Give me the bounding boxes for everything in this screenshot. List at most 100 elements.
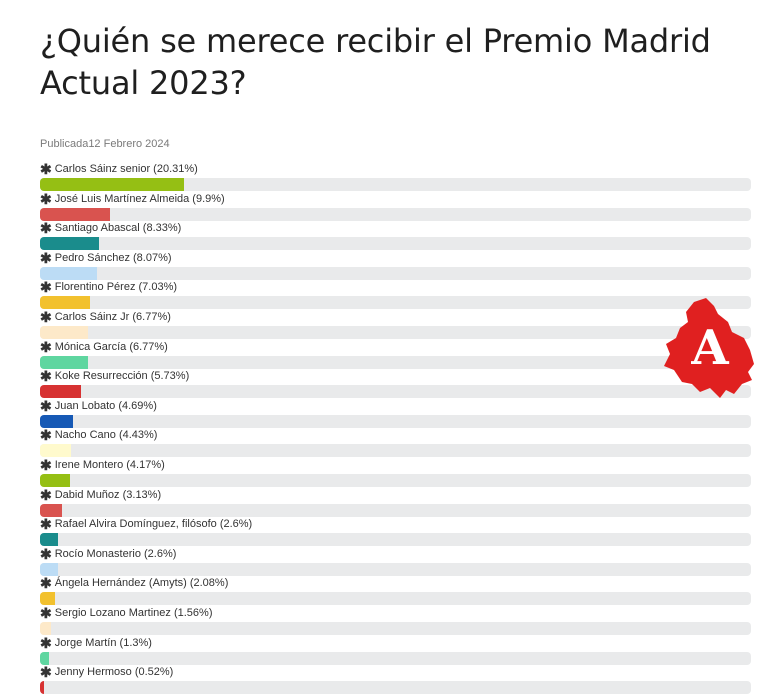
poll-option-label: ✱ Carlos Sáinz senior (20.31%) xyxy=(40,162,198,177)
poll-row: ✱ Pedro Sánchez (8.07%) xyxy=(40,249,751,280)
poll-option-label: ✱ Jenny Hermoso (0.52%) xyxy=(40,665,173,680)
bar-fill xyxy=(40,266,98,280)
bar-track xyxy=(40,562,751,576)
asterisk-icon: ✱ xyxy=(40,486,52,503)
publication-date: Publicada12 Febrero 2024 xyxy=(40,138,170,150)
poll-option-label: ✱ Carlos Sáinz Jr (6.77%) xyxy=(40,308,171,325)
poll-option-label: ✱ Jorge Martín (1.3%) xyxy=(40,634,152,651)
poll-option-text: Pedro Sánchez (8.07%) xyxy=(54,251,172,264)
poll-option-text: Santiago Abascal (8.33%) xyxy=(54,222,182,235)
poll-option-text: Rocío Monasterio (2.6%) xyxy=(54,547,177,560)
bar-track xyxy=(40,266,751,280)
poll-row: ✱ Mónica García (6.77%) xyxy=(40,338,751,369)
poll-row: ✱ Jenny Hermoso (0.52%) xyxy=(40,663,751,695)
asterisk-icon: ✱ xyxy=(40,279,52,296)
asterisk-icon: ✱ xyxy=(40,575,52,592)
bar-fill xyxy=(40,385,81,399)
poll-option-text: Nacho Cano (4.43%) xyxy=(54,429,158,442)
bar-track xyxy=(40,444,751,458)
poll-option-label: ✱ Dabid Muñoz (3.13%) xyxy=(40,486,162,503)
poll-row: ✱ Sergio Lozano Martinez (1.56%) xyxy=(40,604,751,635)
bar-track xyxy=(40,296,751,310)
bar-fill xyxy=(40,296,90,310)
bar-track xyxy=(40,237,751,251)
bar-fill xyxy=(40,178,185,191)
bar-track xyxy=(40,533,751,547)
bar-track xyxy=(40,473,751,487)
bar-track xyxy=(40,207,751,221)
poll-option-label: ✱ Sergio Lozano Martinez (1.56%) xyxy=(40,604,213,621)
asterisk-icon: ✱ xyxy=(40,368,52,385)
bar-fill xyxy=(40,207,111,221)
bar-fill xyxy=(40,562,59,576)
poll-option-text: Carlos Sáinz senior (20.31%) xyxy=(54,163,198,175)
bar-fill xyxy=(40,355,89,369)
asterisk-icon: ✱ xyxy=(40,308,52,325)
asterisk-icon: ✱ xyxy=(40,604,52,621)
poll-option-text: Mónica García (6.77%) xyxy=(54,340,168,353)
asterisk-icon: ✱ xyxy=(40,220,52,237)
page-title: ¿Quién se merece recibir el Premio Madri… xyxy=(40,22,711,102)
poll-row: ✱ Rafael Alvira Domínguez, filósofo (2.6%… xyxy=(40,515,751,547)
poll-row: ✱ Nacho Cano (4.43%) xyxy=(40,426,751,458)
bar-fill xyxy=(40,503,63,517)
poll-option-text: Juan Lobato (4.69%) xyxy=(54,399,157,412)
poll-option-label: ✱ Rafael Alvira Domínguez, filósofo (2.6%… xyxy=(40,517,252,532)
poll-row: ✱ Dabid Muñoz (3.13%) xyxy=(40,486,751,517)
poll-row: ✱ Ángela Hernández (Amyts) (2.08%) xyxy=(40,574,751,606)
bar-track xyxy=(40,385,751,399)
bar-track xyxy=(40,621,751,635)
poll-row: ✱ Jorge Martín (1.3%) xyxy=(40,634,751,665)
poll-option-text: Dabid Muñoz (3.13%) xyxy=(54,488,162,501)
bar-track xyxy=(40,592,751,606)
bar-fill xyxy=(40,473,70,487)
poll-option-text: Rafael Alvira Domínguez, filósofo (2.6%) xyxy=(54,518,253,531)
poll-row: ✱ Juan Lobato (4.69%) xyxy=(40,397,751,428)
asterisk-icon: ✱ xyxy=(40,161,52,177)
poll-option-label: ✱ Nacho Cano (4.43%) xyxy=(40,428,157,443)
poll-option-label: ✱ Juan Lobato (4.69%) xyxy=(40,398,157,414)
poll-option-text: Irene Montero (4.17%) xyxy=(54,458,165,471)
asterisk-icon: ✱ xyxy=(40,664,52,681)
poll-results-chart: ✱ Carlos Sáinz senior (20.31%) ✱ José Luis … xyxy=(40,160,751,695)
logo-letter: A xyxy=(690,320,729,376)
poll-row: ✱ José Luis Martínez Almeida (9.9%) xyxy=(40,190,751,221)
bar-fill xyxy=(40,414,74,428)
poll-option-label: ✱ Irene Montero (4.17%) xyxy=(40,456,165,473)
bar-fill xyxy=(40,592,55,606)
poll-row: ✱ Florentino Pérez (7.03%) xyxy=(40,278,751,310)
bar-fill xyxy=(40,533,59,547)
madrid-actual-logo: A xyxy=(664,298,754,398)
poll-row: ✱ Irene Montero (4.17%) xyxy=(40,456,751,487)
poll-option-label: ✱ José Luis Martínez Almeida (9.9%) xyxy=(40,191,225,207)
bar-fill xyxy=(40,621,52,635)
bar-fill xyxy=(40,237,100,251)
poll-option-text: Sergio Lozano Martinez (1.56%) xyxy=(54,606,213,619)
asterisk-icon: ✱ xyxy=(40,427,52,444)
poll-row: ✱ Koke Resurrección (5.73%) xyxy=(40,367,751,399)
poll-option-label: ✱ Rocío Monasterio (2.6%) xyxy=(40,545,177,562)
bar-track xyxy=(40,325,751,339)
asterisk-icon: ✱ xyxy=(40,456,52,473)
bar-fill xyxy=(40,444,72,458)
poll-row: ✱ Santiago Abascal (8.33%) xyxy=(40,219,751,251)
bar-track xyxy=(40,651,751,665)
bar-fill xyxy=(40,681,44,695)
poll-option-text: Florentino Pérez (7.03%) xyxy=(54,281,178,294)
poll-option-text: Jenny Hermoso (0.52%) xyxy=(54,666,174,679)
poll-row: ✱ Carlos Sáinz Jr (6.77%) xyxy=(40,308,751,339)
bar-fill xyxy=(40,651,50,665)
poll-option-text: Carlos Sáinz Jr (6.77%) xyxy=(54,310,171,323)
bar-track xyxy=(40,681,751,695)
bar-track xyxy=(40,178,751,191)
poll-option-label: ✱ Florentino Pérez (7.03%) xyxy=(40,280,177,295)
asterisk-icon: ✱ xyxy=(40,545,52,562)
bar-track xyxy=(40,414,751,428)
poll-option-label: ✱ Santiago Abascal (8.33%) xyxy=(40,221,181,236)
poll-row: ✱ Carlos Sáinz senior (20.31%) xyxy=(40,160,751,191)
madrid-map-shape xyxy=(664,298,754,398)
poll-option-label: ✱ Mónica García (6.77%) xyxy=(40,339,168,355)
asterisk-icon: ✱ xyxy=(40,634,52,651)
poll-option-label: ✱ Pedro Sánchez (8.07%) xyxy=(40,250,172,266)
bar-fill xyxy=(40,325,89,339)
